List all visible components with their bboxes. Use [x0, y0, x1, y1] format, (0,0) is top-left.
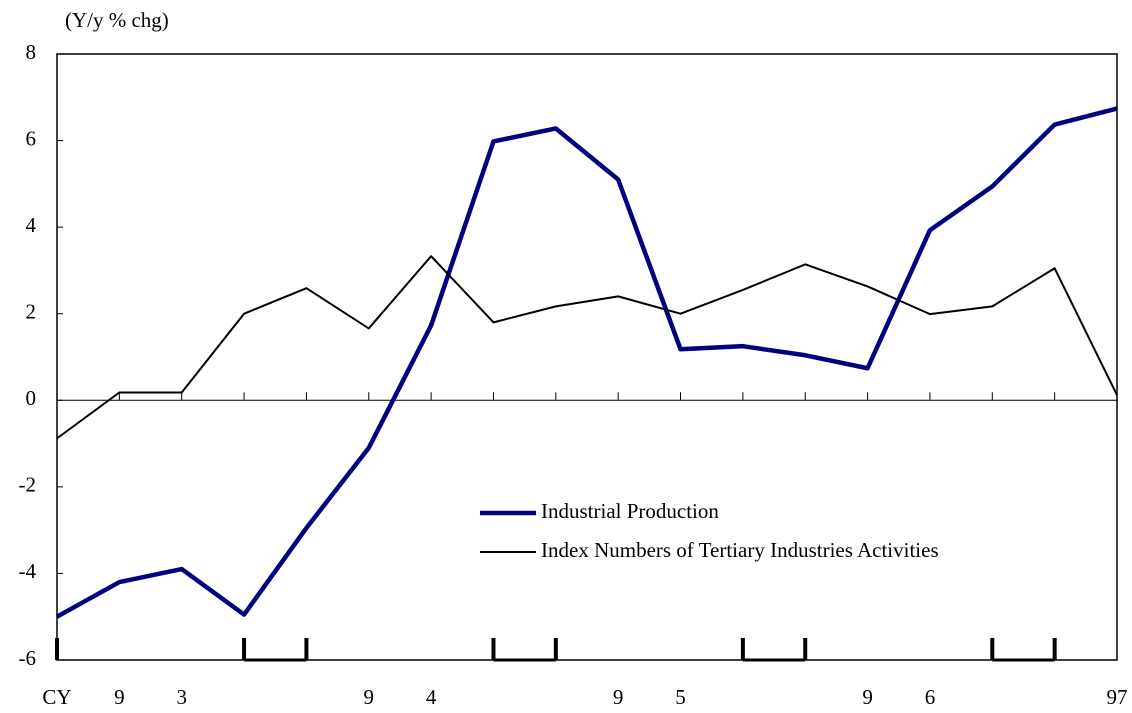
- y-tick-label: 8: [26, 40, 37, 64]
- x-tick-label: 6: [925, 685, 936, 709]
- y-tick-label: -4: [19, 559, 37, 583]
- y-tick-label: -6: [19, 646, 37, 670]
- plot-frame: [56, 53, 1118, 661]
- x-tick-label: 4: [426, 685, 437, 709]
- y-tick-label: 0: [26, 386, 37, 410]
- y-tick-label: 4: [26, 213, 37, 237]
- x-tick-label: 97: [1107, 685, 1128, 709]
- y-tick-label: 6: [26, 126, 37, 150]
- x-tick-label: 9: [364, 685, 375, 709]
- x-tick-label: CY: [42, 685, 71, 709]
- x-tick-label: 9: [613, 685, 624, 709]
- y-tick-label: 2: [26, 300, 37, 324]
- y-axis-label: (Y/y % chg): [65, 8, 169, 32]
- legend-label: Industrial Production: [541, 499, 719, 523]
- x-tick-label: 9: [114, 685, 125, 709]
- x-tick-label: 3: [176, 685, 187, 709]
- series-line: [56, 255, 1118, 440]
- x-tick-label: 9: [862, 685, 873, 709]
- y-tick-label: -2: [19, 473, 37, 497]
- series-line: [55, 106, 1118, 619]
- x-tick-label: 5: [675, 685, 686, 709]
- legend-label: Index Numbers of Tertiary Industries Act…: [541, 538, 939, 562]
